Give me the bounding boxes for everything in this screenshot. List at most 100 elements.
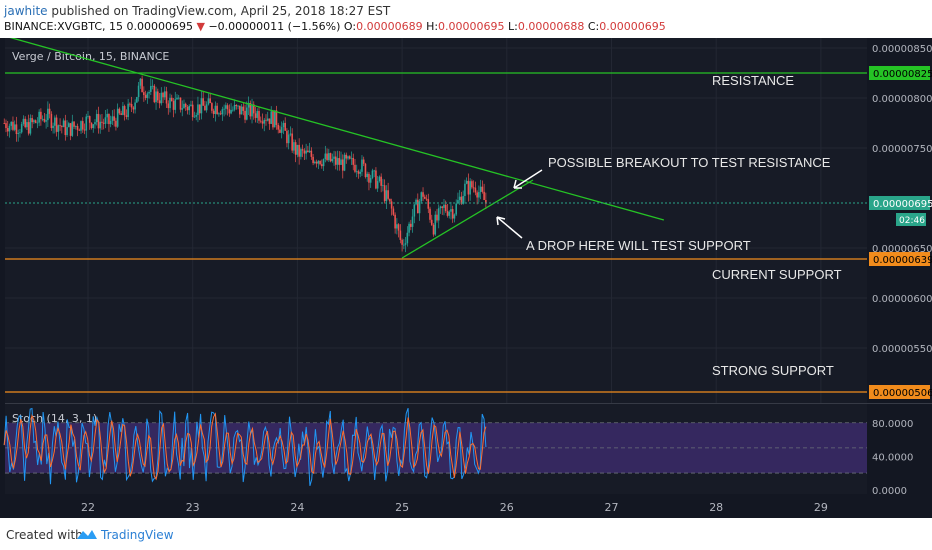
publish-info: jawhite published on TradingView.com, Ap… bbox=[4, 4, 390, 18]
candle-body bbox=[464, 183, 466, 197]
candle-body bbox=[181, 108, 184, 110]
candle-body bbox=[202, 98, 204, 106]
candle-body bbox=[211, 103, 213, 111]
candle-body bbox=[404, 243, 407, 245]
candle-body bbox=[361, 159, 363, 172]
last-price: 0.00000695 bbox=[126, 20, 193, 33]
candle-body bbox=[232, 109, 234, 111]
candle-body bbox=[36, 122, 39, 124]
candle-body bbox=[280, 127, 283, 133]
candle-body bbox=[266, 118, 269, 121]
candle-body bbox=[118, 108, 121, 114]
candle-body bbox=[137, 85, 140, 98]
candle-body bbox=[59, 125, 61, 127]
candle-body bbox=[191, 104, 194, 117]
trendline bbox=[401, 179, 534, 259]
candle-body bbox=[162, 92, 164, 98]
candle-body bbox=[226, 105, 229, 110]
candle-body bbox=[476, 192, 478, 198]
candle-body bbox=[165, 91, 168, 104]
candle-body bbox=[366, 173, 368, 178]
countdown-tag bbox=[896, 213, 926, 226]
candle-body bbox=[71, 121, 74, 136]
open-value: 0.00000689 bbox=[356, 20, 423, 33]
low-label: L: bbox=[508, 20, 518, 33]
published-text: published on TradingView.com, April 25, … bbox=[51, 4, 391, 18]
candle-body bbox=[235, 104, 238, 107]
candle-body bbox=[430, 219, 433, 225]
candle-body bbox=[99, 121, 102, 129]
candle-body bbox=[369, 178, 372, 183]
close-value: 0.00000695 bbox=[599, 20, 666, 33]
y-tick-label: 0.00000850 bbox=[872, 44, 932, 55]
author-link[interactable]: jawhite bbox=[4, 4, 48, 18]
y-tick-label: 0.00000550 bbox=[872, 344, 932, 355]
candle-body bbox=[61, 126, 63, 128]
candle-body bbox=[483, 191, 485, 200]
candle-body bbox=[334, 156, 337, 165]
candle-body bbox=[209, 98, 211, 104]
candle-body bbox=[104, 117, 107, 124]
created-with-text: Created with bbox=[6, 528, 83, 542]
candle-body bbox=[225, 105, 227, 109]
candle-body bbox=[434, 214, 437, 235]
candle-body bbox=[458, 196, 461, 201]
candle-body bbox=[66, 127, 68, 136]
candle-body bbox=[411, 216, 414, 227]
candle-body bbox=[146, 93, 149, 98]
stoch-tick-label: 0.0000 bbox=[872, 486, 907, 497]
stoch-label: Stoch (14, 3, 1) bbox=[12, 412, 97, 425]
candle-body bbox=[184, 103, 187, 108]
candle-body bbox=[176, 97, 178, 100]
y-tick-label: 0.00000600 bbox=[872, 294, 932, 305]
candle-body bbox=[139, 78, 142, 86]
candle-body bbox=[373, 170, 375, 172]
candle-body bbox=[40, 111, 42, 120]
annotation-current-support: CURRENT SUPPORT bbox=[712, 267, 842, 282]
candle-body bbox=[305, 150, 307, 154]
symbol-label: BINANCE:XVGBTC, 15 bbox=[4, 20, 123, 33]
candle-body bbox=[478, 192, 480, 198]
level-tag-text: 0.00000506 bbox=[873, 388, 932, 399]
horizontal-grid bbox=[5, 47, 867, 349]
candle-body bbox=[472, 187, 475, 189]
candle-body bbox=[125, 115, 128, 117]
candle-body bbox=[465, 180, 468, 184]
candle-body bbox=[27, 122, 30, 134]
candle-body bbox=[207, 98, 210, 105]
candle-body bbox=[352, 157, 355, 165]
candle-body bbox=[343, 154, 346, 171]
candle-body bbox=[284, 122, 286, 131]
candle-body bbox=[444, 204, 447, 212]
candle-body bbox=[151, 85, 154, 87]
candle-body bbox=[158, 100, 161, 104]
candle-body bbox=[22, 118, 25, 125]
time-axis[interactable] bbox=[0, 494, 932, 518]
candle-body bbox=[340, 159, 342, 165]
y-tick-label: 0.00000650 bbox=[872, 244, 932, 255]
candle-body bbox=[50, 113, 53, 129]
high-label: H: bbox=[426, 20, 439, 33]
candle-body bbox=[357, 171, 360, 174]
candle-body bbox=[453, 214, 456, 219]
x-tick-label: 22 bbox=[81, 501, 95, 514]
arrow-up-left-icon-2 bbox=[496, 216, 523, 239]
candle-body bbox=[326, 153, 328, 161]
candle-body bbox=[403, 244, 405, 246]
chart-area[interactable]: Verge / Bitcoin, 15, BINANCE RESISTANCE … bbox=[0, 38, 932, 518]
candle-body bbox=[252, 104, 255, 114]
close-label: C: bbox=[587, 20, 600, 33]
candle-body bbox=[287, 134, 290, 144]
candle-body bbox=[410, 223, 412, 227]
candle-body bbox=[439, 206, 442, 209]
candle-body bbox=[392, 208, 395, 215]
candle-body bbox=[333, 156, 335, 159]
candle-body bbox=[460, 196, 463, 204]
tradingview-link[interactable]: TradingView bbox=[101, 528, 174, 542]
candle-body bbox=[197, 104, 199, 116]
candle-body bbox=[127, 103, 129, 117]
candle-body bbox=[254, 113, 257, 118]
candle-body bbox=[451, 209, 454, 219]
candle-body bbox=[198, 104, 201, 114]
x-tick-label: 24 bbox=[290, 501, 304, 514]
